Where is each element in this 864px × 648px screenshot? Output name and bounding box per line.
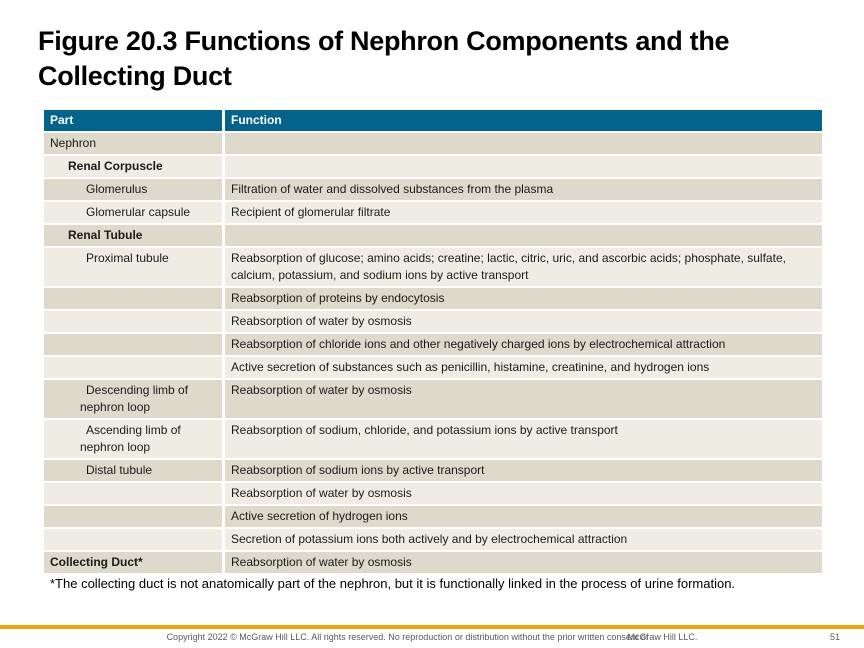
- function-cell: Reabsorption of water by osmosis: [225, 311, 822, 332]
- page-number: 51: [829, 632, 840, 642]
- table-body: Nephron Renal Corpuscle Glomerulus Filtr…: [44, 133, 822, 573]
- footnote: *The collecting duct is not anatomically…: [50, 576, 736, 591]
- table-row: Collecting Duct* Reabsorption of water b…: [44, 552, 822, 573]
- part-cell: [44, 483, 222, 504]
- function-cell: Reabsorption of glucose; amino acids; cr…: [225, 248, 822, 286]
- table-row: Descending limb of nephron loop Reabsorp…: [44, 380, 822, 418]
- table-row: Renal Corpuscle: [44, 156, 822, 177]
- function-cell: [225, 133, 822, 154]
- table-row: Nephron: [44, 133, 822, 154]
- function-cell: Reabsorption of water by osmosis: [225, 483, 822, 504]
- part-cell: Descending limb of nephron loop: [44, 380, 222, 418]
- part-cell: Renal Corpuscle: [44, 156, 222, 177]
- copyright-overlap: McGraw Hill LLC.: [627, 632, 698, 642]
- function-cell: Reabsorption of water by osmosis: [225, 552, 822, 573]
- part-cell: Distal tubule: [44, 460, 222, 481]
- table-row: Active secretion of substances such as p…: [44, 357, 822, 378]
- function-cell: Reabsorption of chloride ions and other …: [225, 334, 822, 355]
- part-cell: Glomerular capsule: [44, 202, 222, 223]
- function-cell: Active secretion of substances such as p…: [225, 357, 822, 378]
- table-row: Glomerulus Filtration of water and disso…: [44, 179, 822, 200]
- function-cell: Filtration of water and dissolved substa…: [225, 179, 822, 200]
- table-row: Reabsorption of proteins by endocytosis: [44, 288, 822, 309]
- function-cell: Secretion of potassium ions both activel…: [225, 529, 822, 550]
- table-row: Proximal tubule Reabsorption of glucose;…: [44, 248, 822, 286]
- function-cell: [225, 225, 822, 246]
- page-title-line1: Figure 20.3 Functions of Nephron Compone…: [38, 26, 730, 56]
- function-cell: Active secretion of hydrogen ions: [225, 506, 822, 527]
- part-cell: [44, 529, 222, 550]
- table-row: Reabsorption of water by osmosis: [44, 483, 822, 504]
- part-cell: Glomerulus: [44, 179, 222, 200]
- part-cell: Renal Tubule: [44, 225, 222, 246]
- table-row: Secretion of potassium ions both activel…: [44, 529, 822, 550]
- part-cell: [44, 334, 222, 355]
- part-cell: Collecting Duct*: [44, 552, 222, 573]
- col-header-part: Part: [44, 110, 222, 131]
- part-cell: Ascending limb of nephron loop: [44, 420, 222, 458]
- function-cell: Reabsorption of sodium, chloride, and po…: [225, 420, 822, 458]
- part-cell: Nephron: [44, 133, 222, 154]
- copyright-main: Copyright 2022 © McGraw Hill LLC. All ri…: [166, 632, 649, 642]
- function-cell: Reabsorption of proteins by endocytosis: [225, 288, 822, 309]
- col-header-function: Function: [225, 110, 822, 131]
- function-cell: Reabsorption of water by osmosis: [225, 380, 822, 418]
- part-cell: Proximal tubule: [44, 248, 222, 286]
- function-cell: [225, 156, 822, 177]
- table-row: Reabsorption of water by osmosis: [44, 311, 822, 332]
- part-cell: [44, 506, 222, 527]
- gold-accent-bar: [0, 625, 864, 629]
- function-cell: Recipient of glomerular filtrate: [225, 202, 822, 223]
- table-row: Reabsorption of chloride ions and other …: [44, 334, 822, 355]
- table-row: Distal tubule Reabsorption of sodium ion…: [44, 460, 822, 481]
- copyright-text: Copyright 2022 © McGraw Hill LLC. All ri…: [0, 632, 864, 643]
- function-cell: Reabsorption of sodium ions by active tr…: [225, 460, 822, 481]
- table-row: Glomerular capsule Recipient of glomerul…: [44, 202, 822, 223]
- part-cell: [44, 357, 222, 378]
- page-title-line2: Collecting Duct: [38, 61, 232, 91]
- nephron-functions-table: Part Function Nephron Renal Corpuscle Gl…: [44, 110, 822, 575]
- page-title: Figure 20.3 Functions of Nephron Compone…: [38, 24, 838, 94]
- table-header-row: Part Function: [44, 110, 822, 131]
- part-cell: [44, 311, 222, 332]
- part-cell: [44, 288, 222, 309]
- table-row: Renal Tubule: [44, 225, 822, 246]
- table-row: Ascending limb of nephron loop Reabsorpt…: [44, 420, 822, 458]
- table-row: Active secretion of hydrogen ions: [44, 506, 822, 527]
